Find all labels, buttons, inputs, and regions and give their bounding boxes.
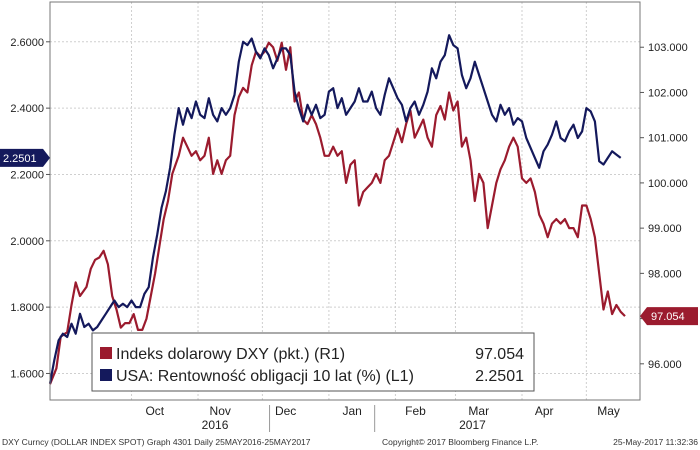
x-axis-year-label: 2016 <box>202 418 229 432</box>
legend-box <box>91 332 535 392</box>
right-axis-tick-label: 102.000 <box>648 87 688 99</box>
x-axis-month-label: Oct <box>145 404 164 418</box>
series-lines <box>48 34 626 385</box>
footer-timestamp: 25-May-2017 11:32:36 <box>613 437 698 447</box>
axes: 1.6000 1.8000 2.0000 2.2000 2.4000 2.6000 96.0… <box>10 1 688 432</box>
left-axis-tick-label: 2.6000 <box>10 37 44 49</box>
x-axis-month-label: Apr <box>535 404 554 418</box>
legend-swatch-dxy <box>100 347 112 359</box>
footer-copyright: Copyright© 2017 Bloomberg Finance L.P. <box>382 437 538 447</box>
legend-label-dxy: Indeks dolarowy DXY (pkt.) (R1) <box>116 346 345 363</box>
left-axis-tick-label: 2.4000 <box>10 103 44 115</box>
x-axis-year-label: 2017 <box>459 418 486 432</box>
left-axis-tick-label: 2.2000 <box>10 169 44 181</box>
right-axis-tick-label: 98.000 <box>648 268 682 280</box>
right-axis-tick-label: 101.000 <box>648 133 688 145</box>
legend-value-dxy: 97.054 <box>475 346 524 363</box>
right-axis-tick-label: 100.000 <box>648 178 688 190</box>
last-value-tags: 97.054 2.2501 <box>0 148 698 326</box>
legend-label-usa-yield: USA: Rentowność obligacji 10 lat (%) (L1… <box>116 368 414 385</box>
left-last-value-tag <box>0 148 50 167</box>
x-axis-month-label: Feb <box>405 404 426 418</box>
right-axis-tick-label: 103.000 <box>648 42 688 54</box>
right-last-value-tag <box>640 307 698 326</box>
x-axis-month-label: Nov <box>210 404 231 418</box>
left-axis-tick-label: 1.6000 <box>10 368 44 380</box>
footer-source: DXY Curncy (DOLLAR INDEX SPOT) Graph 430… <box>2 437 311 447</box>
footer: DXY Curncy (DOLLAR INDEX SPOT) Graph 430… <box>2 437 698 447</box>
x-axis-month-label: Jan <box>342 404 361 418</box>
right-axis-tick-label: 96.000 <box>648 359 682 371</box>
left-last-value-label: 2.2501 <box>3 153 37 165</box>
right-axis-tick-label: 99.000 <box>648 223 682 235</box>
x-axis-month-label: Dec <box>275 404 296 418</box>
x-axis-month-label: Mar <box>468 404 489 418</box>
series-line-usa-yield <box>48 34 622 384</box>
series-line-dxy <box>48 41 626 385</box>
plot-frame <box>49 1 641 401</box>
legend-swatch-usa-yield <box>100 369 112 381</box>
legend: Indeks dolarowy DXY (pkt.) (R1) 97.054 U… <box>91 332 535 392</box>
left-axis-tick-label: 1.8000 <box>10 302 44 314</box>
left-axis-tick-label: 2.0000 <box>10 236 44 248</box>
right-last-value-label: 97.054 <box>651 311 685 323</box>
x-axis-month-label: May <box>597 404 620 418</box>
legend-value-usa-yield: 2.2501 <box>475 368 524 385</box>
